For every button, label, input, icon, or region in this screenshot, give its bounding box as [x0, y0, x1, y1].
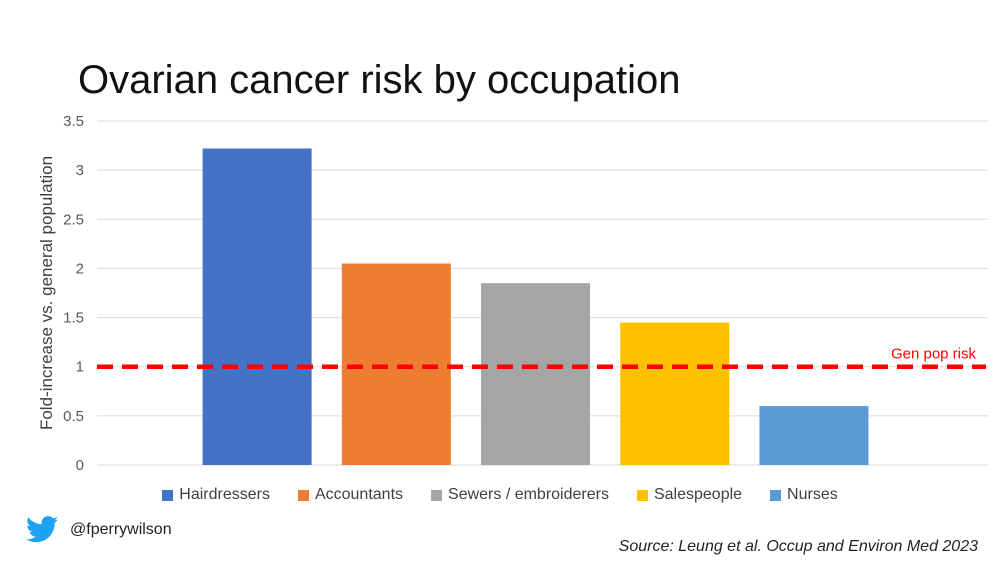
y-tick-label: 3 [76, 162, 84, 179]
legend-swatch [636, 489, 648, 501]
bar-nurses [759, 406, 869, 465]
legend-item: Sewers / embroiderers [431, 486, 609, 504]
y-tick-label: 2 [76, 260, 84, 277]
twitter-handle: @fperrywilson [26, 516, 172, 543]
handle-text: @fperrywilson [70, 520, 172, 538]
legend-swatch [431, 489, 443, 501]
y-tick-label: 3.5 [63, 113, 84, 130]
legend-item: Salespeople [636, 486, 743, 504]
y-tick-label: 0.5 [63, 408, 84, 425]
bar-hairdressers [202, 148, 312, 465]
legend-label: Accountants [314, 486, 404, 503]
reference-line-label: Gen pop risk [891, 346, 977, 363]
chart-title: Ovarian cancer risk by occupation [78, 58, 681, 102]
bar-salespeople [620, 322, 730, 465]
legend: Hairdressers Accountants Sewers / embroide… [0, 486, 1000, 504]
legend-swatch [162, 489, 174, 501]
y-tick-label: 1 [76, 359, 84, 376]
legend-swatch [297, 489, 309, 501]
legend-item: Hairdressers [162, 486, 270, 504]
y-tick-label: 0 [76, 457, 84, 474]
legend-label: Nurses [787, 486, 838, 503]
legend-item: Accountants [297, 486, 404, 504]
y-tick-label: 2.5 [63, 211, 84, 228]
legend-swatch [770, 489, 782, 501]
legend-item: Nurses [770, 486, 838, 504]
twitter-bird-icon [26, 516, 58, 543]
y-tick-label: 1.5 [63, 310, 84, 327]
legend-label: Hairdressers [179, 486, 270, 503]
legend-label: Salespeople [653, 486, 743, 503]
legend-label: Sewers / embroiderers [448, 486, 609, 503]
bar-accountants [341, 263, 451, 465]
bar-sewers-embroiderers [481, 283, 591, 465]
source-citation: Source: Leung et al. Occup and Environ M… [618, 538, 978, 555]
